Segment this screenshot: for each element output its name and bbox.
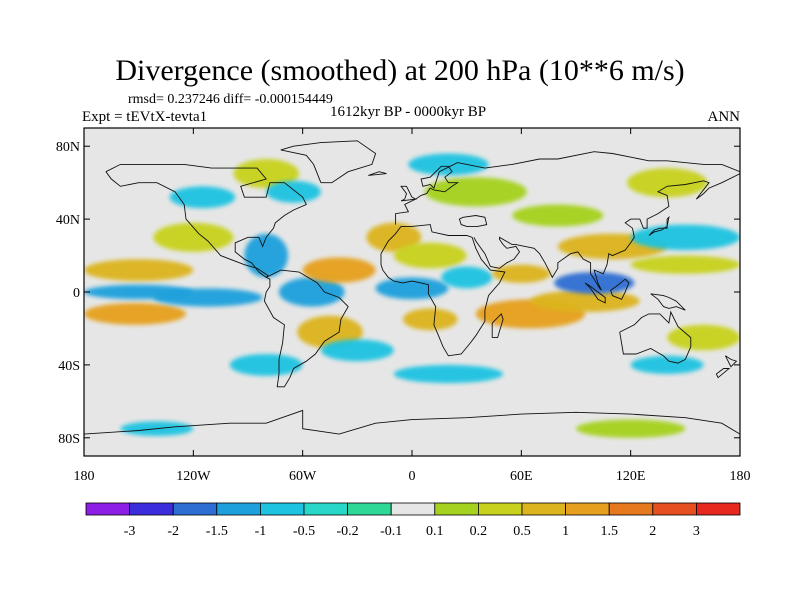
field-blob: [576, 419, 686, 438]
map-axes: 180 120W 60W 0 60E 120E 180 80N 40N 0 40S 80S: [56, 128, 751, 484]
colorbar-label: -0.1: [380, 524, 402, 539]
colorbar-label: -2: [167, 524, 179, 539]
colorbar-label: 1: [562, 524, 569, 539]
coastline: [473, 173, 740, 291]
colorbar-label: 0.5: [513, 524, 531, 539]
field-blob: [266, 180, 321, 203]
field-blob: [512, 204, 604, 227]
lon-tick-label: 60W: [289, 469, 317, 484]
field-blob: [393, 364, 504, 384]
colorbar-swatch: [434, 502, 479, 516]
coastline: [648, 215, 670, 236]
coastline: [584, 282, 606, 304]
field-blob: [554, 271, 635, 294]
colorbar-swatch: [172, 502, 218, 516]
coastline: [263, 269, 349, 388]
field-blob: [441, 266, 493, 289]
plot-title: Divergence (smoothed) at 200 hPa (10**6 …: [115, 54, 685, 87]
coastline: [84, 409, 740, 435]
colorbar-swatch: [303, 502, 348, 516]
colorbar-swatch: [696, 502, 741, 516]
lon-tick-label: 180: [74, 469, 95, 484]
lon-tick-label: 0: [409, 469, 416, 484]
field-blob: [233, 158, 300, 189]
colorbar-swatch: [390, 502, 436, 516]
coastline: [380, 224, 506, 357]
field-blob: [630, 355, 704, 374]
colorbar-label: 2: [649, 524, 656, 539]
colorbar-swatch: [347, 502, 392, 516]
field-blob: [84, 302, 187, 325]
lon-tick-label: 120E: [616, 469, 646, 484]
field-blob: [424, 177, 527, 207]
colorbar-swatch: [565, 502, 610, 516]
colorbar-swatch: [85, 502, 130, 516]
colorbar-label: 0.2: [470, 524, 488, 539]
field-blob: [408, 153, 489, 176]
stats-text: rmsd= 0.237246 diff= -0.000154449: [128, 92, 333, 107]
coastline: [400, 185, 418, 202]
lon-tick-label: 180: [730, 469, 751, 484]
colorbar-label: 0.1: [426, 524, 444, 539]
field-blob: [278, 277, 345, 307]
field-blob: [169, 186, 236, 209]
colorbar-label: -1.5: [206, 524, 228, 539]
coastline: [650, 293, 686, 311]
field-blob: [84, 259, 194, 282]
colorbar-label: -1: [255, 524, 267, 539]
colorbar-swatch: [477, 502, 523, 516]
lat-tick-label: 80S: [58, 432, 80, 447]
colorbar-label: 1.5: [600, 524, 618, 539]
field-blob: [320, 339, 394, 362]
field-blob: [402, 308, 458, 331]
colorbar-label: 3: [693, 524, 700, 539]
field-blob: [153, 222, 234, 252]
coastline: [395, 151, 740, 225]
coastlines: [84, 140, 740, 435]
season-label: ANN: [707, 109, 741, 125]
colorbar-swatch: [259, 502, 305, 516]
colorbar: -3 -2 -1.5 -1 -0.5 -0.2 -0.1 0.1 0.2 0.5 1 1.5 2 3: [85, 502, 741, 539]
lat-tick-label: 40N: [56, 213, 80, 228]
coastline: [491, 313, 504, 339]
lon-tick-label: 60E: [510, 469, 533, 484]
colorbar-label: -0.2: [337, 524, 359, 539]
field-blob: [366, 222, 422, 252]
lat-tick-label: 0: [73, 286, 80, 301]
coastline: [610, 278, 630, 300]
period-label: 1612kyr BP - 0000kyr BP: [329, 104, 487, 120]
colorbar-label: -3: [124, 524, 136, 539]
field-blob: [153, 288, 263, 307]
field-blob: [627, 168, 708, 198]
field-blob: [630, 255, 740, 274]
field-blob: [667, 324, 740, 351]
experiment-label: Expt = tEVtX-tevta1: [82, 109, 208, 125]
lat-tick-label: 80N: [56, 140, 80, 155]
coastline: [715, 368, 731, 379]
coastline: [458, 215, 488, 227]
colorbar-swatch: [608, 502, 654, 516]
coastline: [368, 171, 387, 176]
coastline: [619, 310, 692, 364]
colorbar-swatch: [129, 502, 174, 516]
coastline: [105, 163, 307, 278]
field-blob: [393, 242, 467, 269]
field-blob: [302, 257, 376, 283]
field-blob: [244, 233, 289, 278]
coastline: [280, 140, 377, 184]
colorbar-swatch: [652, 502, 697, 516]
coastline: [724, 355, 738, 368]
colorbar-swatch: [216, 502, 261, 516]
lon-tick-label: 120W: [176, 469, 211, 484]
colorbar-label: -0.5: [293, 524, 315, 539]
colorbar-swatch: [521, 502, 566, 516]
field-blob: [375, 277, 449, 300]
lat-tick-label: 40S: [58, 359, 80, 374]
field-blob: [229, 353, 303, 376]
field-blob: [492, 264, 551, 283]
